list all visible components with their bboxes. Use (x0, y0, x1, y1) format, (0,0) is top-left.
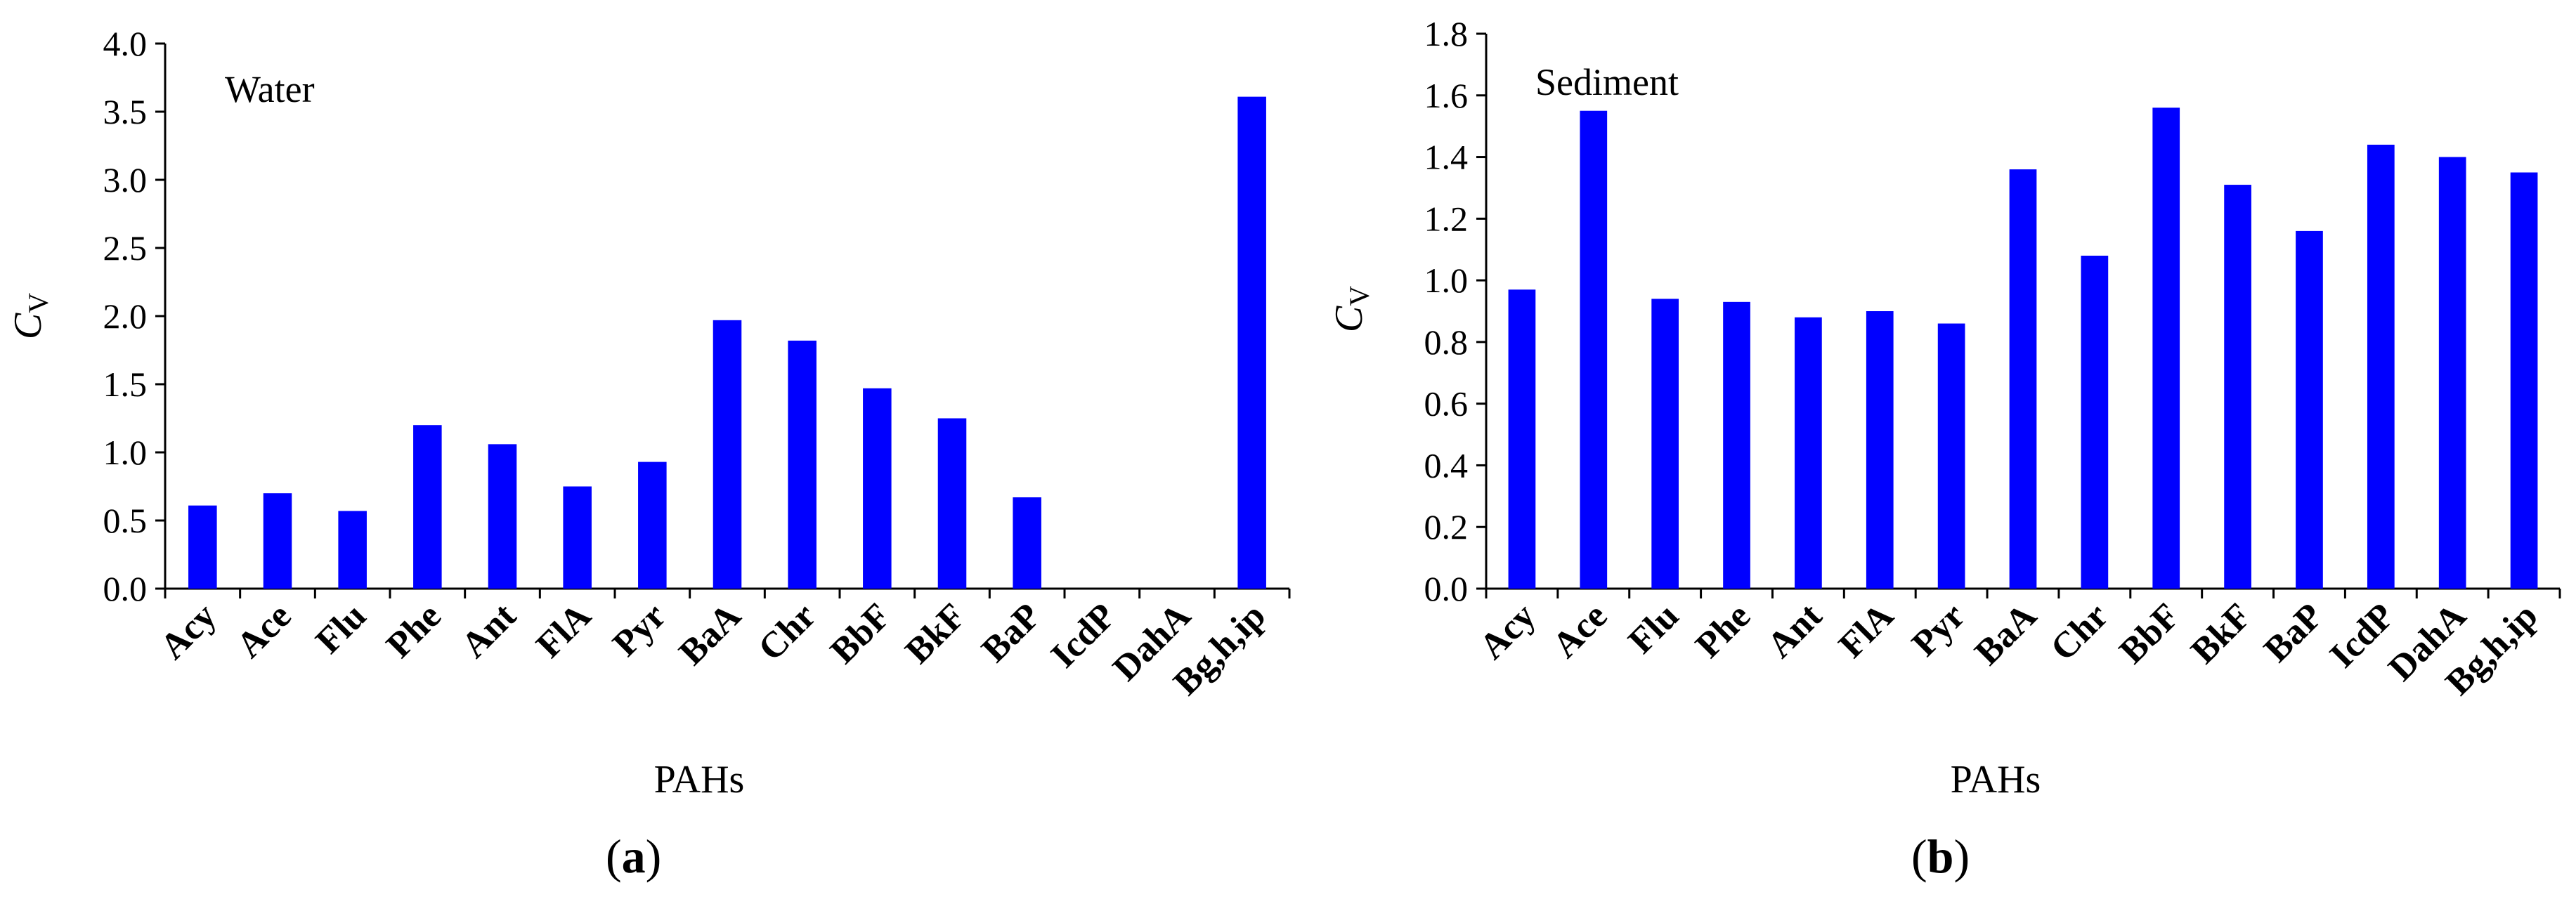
bar-phe (1723, 301, 1750, 589)
y-tick-label: 1.2 (1424, 199, 1469, 238)
x-tick-label: Chr (2043, 596, 2116, 669)
bar-daha (2438, 157, 2466, 589)
bar-chr (788, 340, 817, 589)
bar-ant (488, 444, 517, 589)
bar-acy (188, 505, 217, 589)
x-tick-label: Ace (1545, 596, 1615, 666)
bar-bap (1013, 497, 1041, 589)
x-tick-label: Acy (152, 596, 224, 667)
bar-bbf (863, 388, 892, 589)
x-tick-label: Flu (308, 596, 374, 661)
y-tick-label: 1.4 (1424, 138, 1469, 177)
x-tick-label: Ant (454, 596, 524, 666)
panel-label-part: a (622, 830, 646, 883)
panel-annotation: Water (225, 68, 315, 110)
x-tick-label: FlA (529, 596, 599, 666)
y-tick-label: 1.5 (103, 365, 148, 404)
y-axis-label-subscript: V (1344, 286, 1375, 306)
bar-baa (2009, 169, 2037, 589)
y-tick-label: 2.0 (103, 296, 148, 336)
y-axis-label-main: C (6, 313, 50, 339)
panel-label-part: ) (1953, 830, 1970, 883)
x-tick-label: Flu (1621, 596, 1686, 661)
bar-flu (338, 511, 367, 589)
bar-bg-h-ip (2510, 172, 2538, 589)
bar-acy (1508, 289, 1536, 589)
bar-fla (1866, 311, 1894, 589)
bar-baa (713, 320, 742, 589)
panel-label-part: ) (646, 830, 662, 883)
bar-bg-h-ip (1237, 96, 1266, 589)
bar-bap (2296, 230, 2323, 589)
y-tick-label: 1.8 (1424, 14, 1469, 53)
bar-bkf (937, 418, 967, 589)
bar-chr (2081, 256, 2109, 589)
x-tick-label: BkF (898, 596, 974, 672)
bar-icdp (2367, 145, 2395, 589)
y-tick-label: 0.0 (1424, 569, 1469, 608)
y-axis-label: CV (6, 293, 54, 339)
x-axis-label: PAHs (654, 758, 745, 801)
x-tick-label: Ant (1759, 596, 1830, 666)
y-tick-label: 1.6 (1424, 76, 1469, 115)
panel-annotation: Sediment (1535, 61, 1679, 103)
bar-fla (563, 486, 592, 589)
y-tick-label: 0.6 (1424, 384, 1469, 424)
x-tick-label: BkF (2183, 596, 2259, 672)
x-tick-label: Acy (1472, 596, 1544, 667)
x-tick-label: BaP (2256, 596, 2331, 670)
x-tick-label: Ace (229, 596, 299, 666)
y-axis-label-subscript: V (22, 293, 54, 313)
y-tick-label: 0.2 (1424, 507, 1469, 546)
y-tick-label: 0.5 (103, 501, 148, 540)
y-tick-label: 2.5 (103, 228, 148, 268)
panel-label-part: ( (1911, 830, 1927, 883)
x-tick-label: Pyr (605, 596, 673, 664)
x-tick-label: BbF (2112, 596, 2187, 672)
bar-pyr (1937, 323, 1965, 589)
x-tick-label: FlA (1831, 596, 1901, 666)
bar-bkf (2224, 185, 2251, 589)
y-tick-label: 3.0 (103, 160, 148, 199)
panel-label: (a) (606, 830, 661, 883)
bar-pyr (638, 461, 667, 589)
y-tick-label: 3.5 (103, 92, 148, 131)
x-axis-label: PAHs (1951, 758, 2041, 801)
x-tick-label: BbF (823, 596, 899, 672)
panel-label-part: b (1927, 830, 1954, 883)
bar-phe (413, 425, 442, 589)
bar-bbf (2152, 107, 2180, 589)
y-tick-label: 0.8 (1424, 322, 1469, 362)
bar-ant (1795, 317, 1822, 589)
x-tick-label: BaA (1967, 596, 2045, 673)
bar-ace (1580, 110, 1608, 589)
y-axis-label-main: C (1327, 306, 1371, 332)
panel-label: (b) (1911, 830, 1970, 883)
y-tick-label: 4.0 (103, 24, 148, 63)
x-tick-label: Phe (379, 596, 449, 666)
bar-flu (1651, 299, 1679, 589)
x-tick-label: Pyr (1904, 596, 1972, 664)
x-tick-label: BaP (974, 596, 1048, 670)
y-axis-label: CV (1327, 286, 1375, 332)
x-tick-label: Phe (1688, 596, 1758, 666)
y-tick-label: 1.0 (1424, 261, 1469, 300)
panel-label-part: ( (606, 830, 622, 883)
y-tick-label: 0.4 (1424, 445, 1469, 485)
x-tick-label: BaA (672, 596, 749, 673)
x-tick-label: Chr (751, 596, 824, 669)
y-tick-label: 1.0 (103, 433, 148, 472)
y-tick-label: 0.0 (103, 569, 148, 608)
bar-ace (263, 493, 292, 589)
